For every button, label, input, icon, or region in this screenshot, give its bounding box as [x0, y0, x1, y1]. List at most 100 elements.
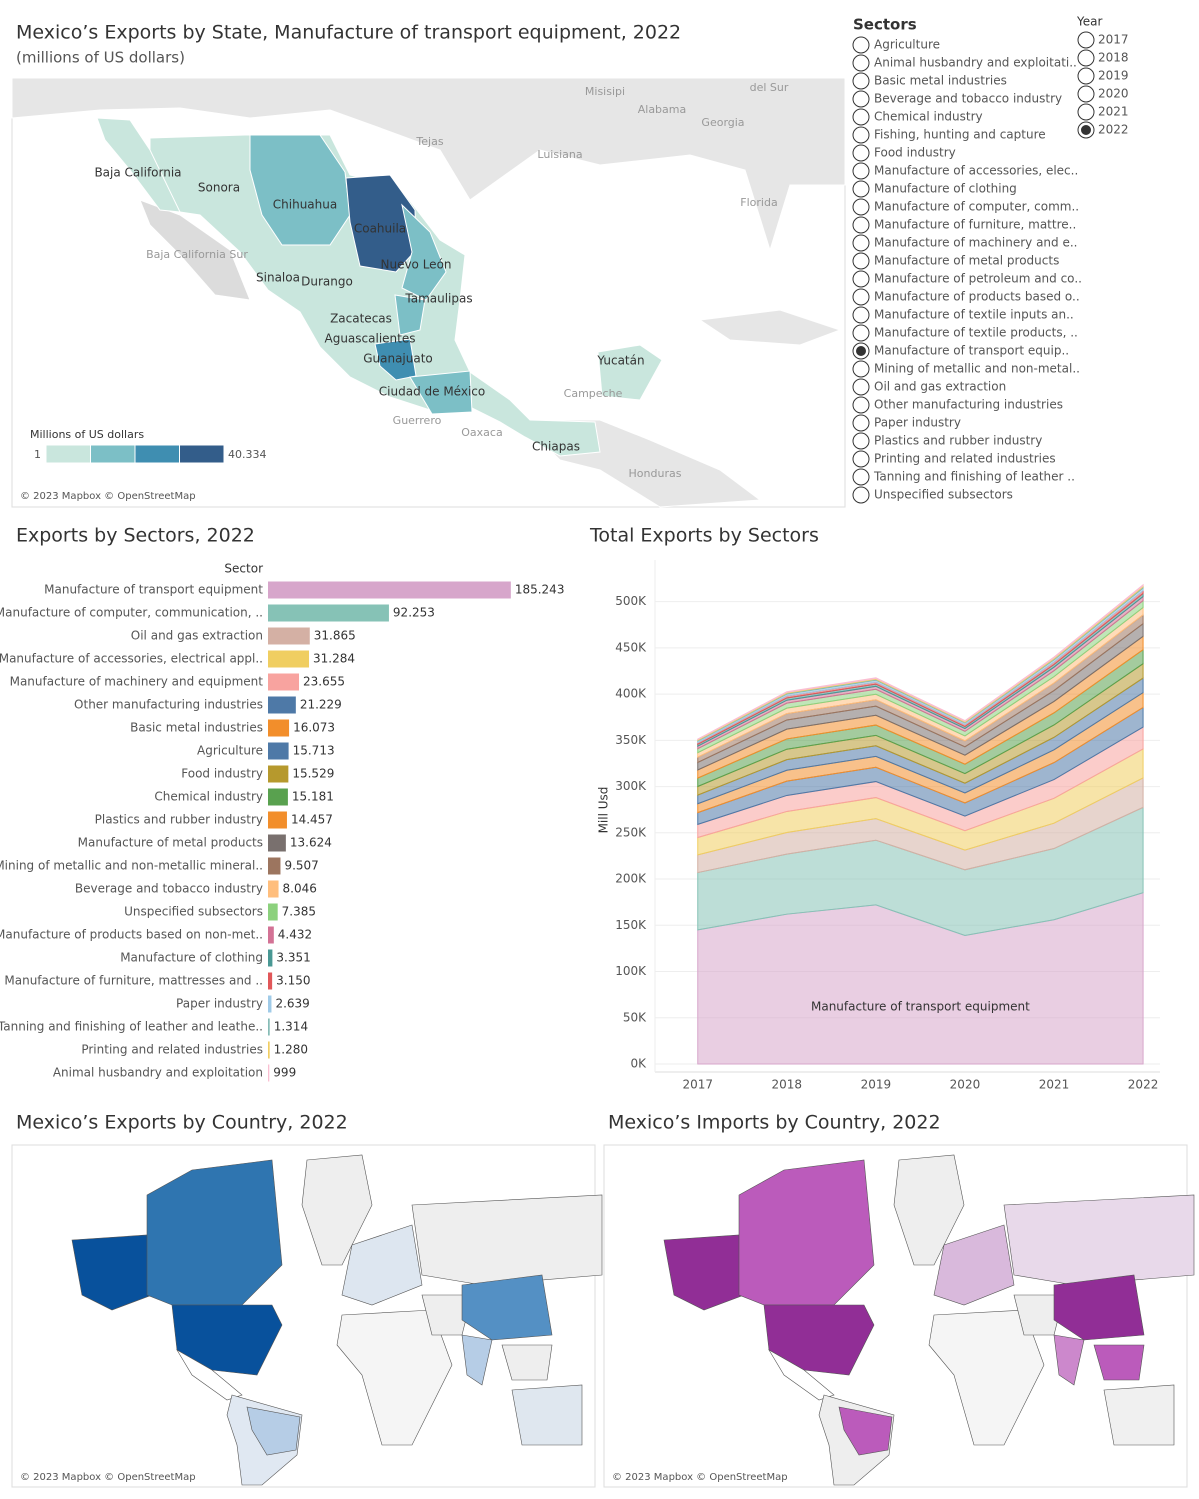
radio-button[interactable] [1077, 67, 1095, 85]
country [501, 1344, 553, 1381]
value-label: 15.713 [293, 744, 335, 758]
radio-button[interactable] [852, 378, 870, 396]
radio-button[interactable] [852, 486, 870, 504]
radio-label[interactable]: Unspecified subsectors [874, 488, 1013, 502]
area [697, 583, 1144, 741]
radio-label[interactable]: 2022 [1098, 123, 1129, 137]
bar [268, 1041, 270, 1059]
radio-label[interactable]: 2020 [1098, 87, 1129, 101]
country [933, 1224, 1015, 1306]
radio-button[interactable] [1077, 103, 1095, 121]
radio-label[interactable]: Animal husbandry and exploitati.. [874, 56, 1077, 70]
radio-label[interactable]: Manufacture of textile products, .. [874, 326, 1078, 340]
bar [268, 742, 289, 760]
radio-label[interactable]: 2019 [1098, 69, 1129, 83]
state-label: Sinaloa [256, 271, 300, 285]
radio-label[interactable]: Agriculture [874, 38, 940, 52]
x-tick-label: 2017 [682, 1078, 713, 1092]
state-label: Guanajuato [363, 352, 433, 366]
y-tick-label: Manufacture of computer, communication, … [0, 606, 263, 620]
country [461, 1274, 553, 1341]
radio-button[interactable] [852, 216, 870, 234]
radio-label[interactable]: Other manufacturing industries [874, 398, 1063, 412]
legend-title: Millions of US dollars [30, 428, 144, 441]
radio-button[interactable] [852, 450, 870, 468]
radio-label[interactable]: Beverage and tobacco industry [874, 92, 1062, 106]
radio-button[interactable] [852, 468, 870, 486]
radio-label[interactable]: Tanning and finishing of leather .. [873, 470, 1075, 484]
radio-button[interactable] [1077, 49, 1095, 67]
radio-label[interactable]: 2017 [1098, 33, 1129, 47]
radio-label[interactable]: Manufacture of furniture, mattre.. [874, 218, 1076, 232]
radio-button[interactable] [852, 144, 870, 162]
radio-button[interactable] [852, 324, 870, 342]
bar [268, 696, 296, 714]
bar [268, 926, 274, 944]
bar [268, 581, 511, 599]
radio-label[interactable]: Manufacture of machinery and e.. [874, 236, 1077, 250]
bar [268, 1018, 270, 1036]
region-label: del Sur [750, 81, 789, 94]
radio-label[interactable]: Manufacture of textile inputs an.. [874, 308, 1074, 322]
bar [268, 650, 310, 668]
radio-label[interactable]: Printing and related industries [874, 452, 1056, 466]
y-tick-label: Mining of metallic and non-metallic mine… [0, 859, 263, 873]
axis-title: Mill Usd [597, 787, 611, 834]
radio-label[interactable]: Paper industry [874, 416, 961, 430]
state-label: Sonora [198, 181, 240, 195]
radio-label[interactable]: Manufacture of transport equip.. [874, 344, 1069, 358]
state [345, 174, 417, 273]
radio-label[interactable]: Manufacture of metal products [874, 254, 1059, 268]
filter-title: Year [1076, 15, 1102, 29]
radio-label[interactable]: Plastics and rubber industry [874, 434, 1042, 448]
radio-button[interactable] [1077, 85, 1095, 103]
radio-button[interactable] [852, 414, 870, 432]
region-label: Honduras [629, 467, 682, 480]
state-label: Nuevo León [380, 258, 451, 272]
radio-button[interactable] [852, 270, 870, 288]
radio-label[interactable]: Manufacture of accessories, elec.. [874, 164, 1078, 178]
y-tick-label: 350K [615, 733, 647, 747]
value-label: 1.280 [274, 1043, 308, 1057]
radio-label[interactable]: Chemical industry [874, 110, 983, 124]
country [146, 1159, 283, 1306]
legend-max: 40.334 [228, 448, 267, 461]
radio-button[interactable] [852, 288, 870, 306]
radio-label[interactable]: Manufacture of petroleum and co.. [874, 272, 1082, 286]
value-label: 9.507 [284, 859, 318, 873]
radio-button[interactable] [852, 180, 870, 198]
value-label: 31.284 [313, 652, 355, 666]
radio-label[interactable]: Manufacture of clothing [874, 182, 1017, 196]
radio-button[interactable] [852, 108, 870, 126]
radio-button[interactable] [852, 234, 870, 252]
radio-button[interactable] [852, 396, 870, 414]
radio-label[interactable]: Manufacture of computer, comm.. [874, 200, 1079, 214]
radio-button[interactable] [852, 432, 870, 450]
state-label: Yucatán [596, 354, 644, 368]
radio-button[interactable] [852, 126, 870, 144]
y-tick-label: Food industry [181, 767, 263, 781]
radio-button[interactable] [852, 54, 870, 72]
radio-label[interactable]: Oil and gas extraction [874, 380, 1006, 394]
y-tick-label: Paper industry [176, 997, 263, 1011]
radio-button[interactable] [1077, 31, 1095, 49]
radio-button[interactable] [852, 306, 870, 324]
value-label: 15.529 [292, 767, 334, 781]
radio-label[interactable]: 2018 [1098, 51, 1129, 65]
radio-label[interactable]: Food industry [874, 146, 956, 160]
radio-label[interactable]: Fishing, hunting and capture [874, 128, 1046, 142]
radio-label[interactable]: Manufacture of products based o.. [874, 290, 1080, 304]
value-label: 3.351 [276, 951, 310, 965]
map-attribution: © 2023 Mapbox © OpenStreetMap [20, 491, 196, 502]
radio-button[interactable] [852, 36, 870, 54]
radio-button[interactable] [852, 198, 870, 216]
radio-button[interactable] [852, 90, 870, 108]
radio-button[interactable] [852, 162, 870, 180]
radio-button[interactable] [852, 72, 870, 90]
radio-button[interactable] [852, 360, 870, 378]
radio-label[interactable]: 2021 [1098, 105, 1129, 119]
radio-label[interactable]: Basic metal industries [874, 74, 1007, 88]
radio-button[interactable] [852, 252, 870, 270]
radio-label[interactable]: Mining of metallic and non-metal.. [874, 362, 1080, 376]
